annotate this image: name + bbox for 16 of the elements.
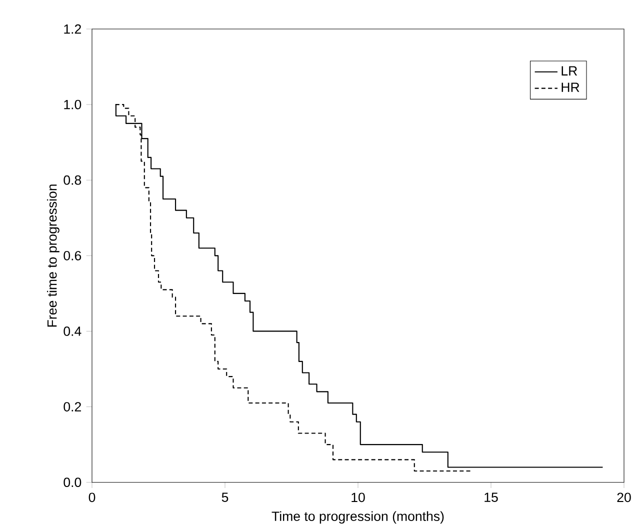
y-tick-label: 1.2	[64, 24, 81, 34]
x-tick-label: 20	[617, 492, 631, 502]
y-tick-label: 0.0	[64, 478, 82, 488]
y-tick-label: 0.8	[64, 175, 82, 185]
x-tick-label: 15	[484, 492, 498, 502]
x-tick-label: 10	[352, 492, 365, 502]
x-tick-label: 5	[222, 492, 228, 502]
y-tick-label: 1.0	[64, 100, 82, 110]
y-tick-label: 0.2	[64, 402, 81, 412]
y-tick-label: 0.6	[64, 250, 82, 260]
legend-label: LR	[562, 66, 578, 76]
x-axis-title: Time to progression (months)	[272, 511, 444, 524]
y-axis-title: Free time to progression	[47, 184, 60, 327]
y-tick-label: 0.4	[64, 326, 82, 336]
x-tick-label: 0	[88, 492, 96, 502]
legend-label: HR	[562, 82, 580, 92]
